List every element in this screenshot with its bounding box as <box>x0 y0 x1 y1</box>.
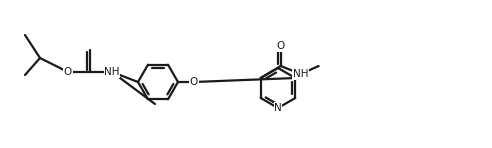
Text: O: O <box>64 67 72 77</box>
Text: O: O <box>190 77 198 87</box>
Text: N: N <box>274 103 282 113</box>
Text: NH: NH <box>293 69 308 79</box>
Text: O: O <box>277 41 285 51</box>
Text: NH: NH <box>104 67 120 77</box>
